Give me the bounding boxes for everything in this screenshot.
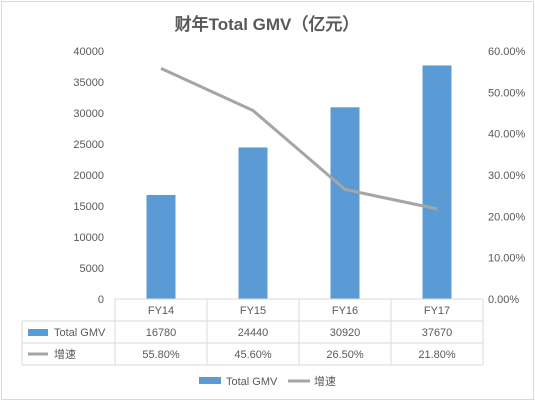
legend: Total GMV 增速: [199, 374, 336, 388]
bar-fy17: [422, 65, 452, 299]
right-tick-label: 60.00%: [488, 46, 526, 58]
right-tick-label: 50.00%: [488, 87, 526, 99]
bar-fy16: [330, 107, 360, 300]
bar-series: [146, 65, 452, 300]
table-series-name: Total GMV: [54, 327, 106, 339]
table-value-fy14: 55.80%: [142, 349, 180, 361]
table-value-fy17: 21.80%: [418, 349, 456, 361]
growth-line: [160, 66, 438, 211]
right-axis: 0.00% 10.00% 20.00% 30.00% 40.00% 50.00% 60.00…: [488, 46, 526, 306]
left-tick-label: 5000: [80, 263, 104, 275]
bar-fy14: [146, 194, 176, 299]
left-tick-label: 40000: [73, 46, 104, 58]
legend-label-growth: 增速: [314, 374, 336, 388]
left-tick-label: 25000: [73, 139, 104, 151]
table-value-fy15: 24440: [238, 327, 269, 339]
table-value-fy16: 26.50%: [326, 349, 364, 361]
right-tick-label: 20.00%: [488, 211, 526, 223]
right-tick-label: 30.00%: [488, 170, 526, 182]
category-label-fy15: FY15: [240, 305, 266, 317]
table-key-bar: [28, 329, 48, 336]
right-tick-label: 0.00%: [488, 294, 519, 306]
legend-label-gmv: Total GMV: [226, 376, 278, 388]
right-tick-label: 10.00%: [488, 253, 526, 265]
table-value-fy16: 30920: [330, 327, 361, 339]
chart-title: 财年Total GMV（亿元）: [174, 14, 360, 34]
legend-key-bar: [199, 377, 221, 384]
left-tick-label: 10000: [73, 232, 104, 244]
data-table: FY14 FY15 FY16 FY17 Total GMV 16780 24440 30920…: [21, 298, 484, 366]
left-tick-label: 35000: [73, 77, 104, 89]
line-series: [160, 66, 438, 211]
left-tick-label: 20000: [73, 170, 104, 182]
right-tick-label: 40.00%: [488, 129, 526, 141]
bar-fy15: [238, 147, 268, 299]
table-value-fy15: 45.60%: [234, 349, 272, 361]
left-tick-label: 15000: [73, 201, 104, 213]
table-series-name: 增速: [54, 347, 76, 361]
table-value-fy17: 37670: [422, 327, 453, 339]
category-label-fy17: FY17: [424, 305, 450, 317]
left-axis: 0 5000 10000 15000 20000 25000 30000 35000 40000: [73, 46, 104, 306]
table-value-fy14: 16780: [146, 327, 177, 339]
left-tick-label: 0: [98, 294, 104, 306]
category-label-fy16: FY16: [332, 305, 358, 317]
left-tick-label: 30000: [73, 108, 104, 120]
category-label-fy14: FY14: [148, 305, 174, 317]
